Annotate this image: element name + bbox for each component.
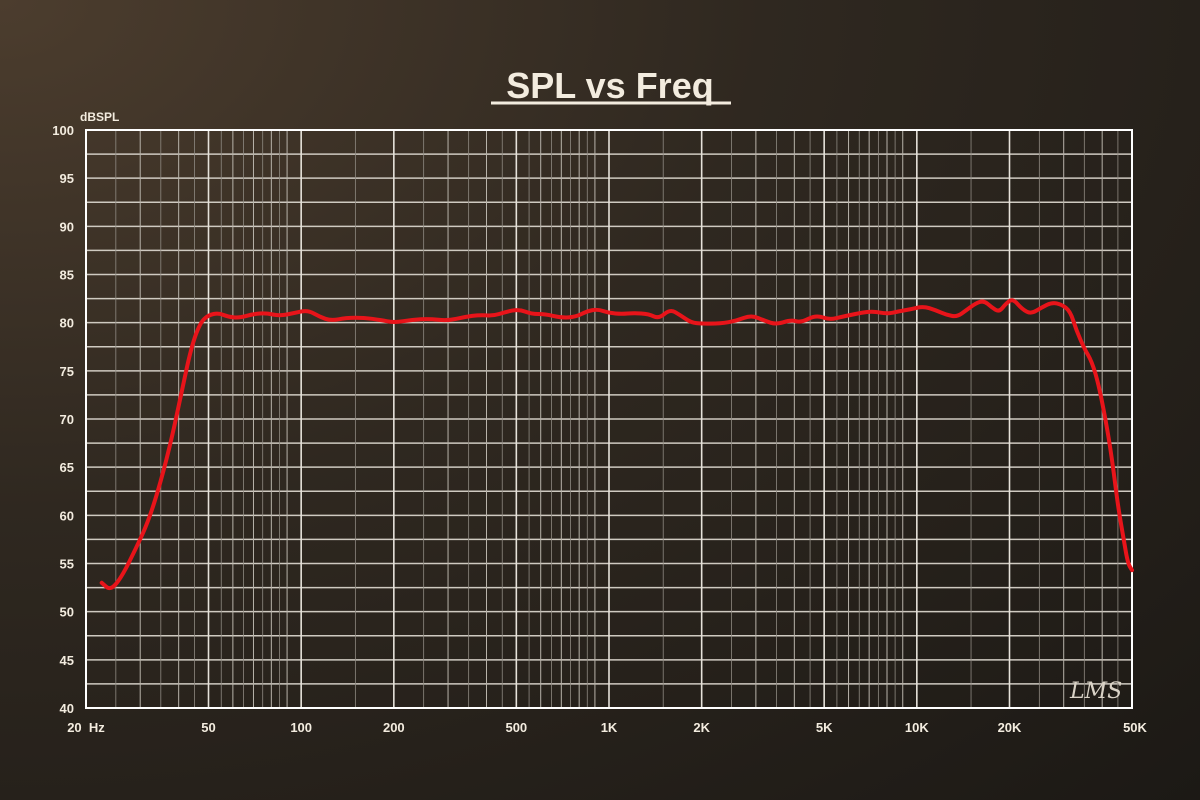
- y-tick-label: 75: [60, 364, 74, 379]
- plot-frame: [85, 129, 1133, 709]
- x-tick-label: 50: [201, 720, 215, 735]
- y-tick-label: 40: [60, 701, 74, 716]
- y-tick-label: 85: [60, 268, 74, 283]
- x-tick-label: 50K: [1123, 720, 1147, 735]
- y-tick-label: 45: [60, 653, 74, 668]
- x-tick-label: 200: [383, 720, 405, 735]
- spl-response-line: [99, 298, 1134, 591]
- x-tick-label: 20 Hz: [67, 720, 105, 735]
- x-tick-label: 10K: [905, 720, 929, 735]
- chart-title: SPL vs Freq: [506, 65, 713, 106]
- x-tick-label: 20K: [998, 720, 1022, 735]
- y-tick-label: 70: [60, 412, 74, 427]
- x-tick-label: 500: [505, 720, 527, 735]
- grid: [85, 129, 1133, 709]
- y-tick-label: 80: [60, 316, 74, 331]
- x-tick-label: 1K: [601, 720, 618, 735]
- x-tick-label: 2K: [693, 720, 710, 735]
- x-tick-label: 100: [290, 720, 312, 735]
- y-tick-labels: 100 95 90 85 80 75 70 65 60 55 50 45 40: [52, 123, 74, 716]
- x-tick-labels: 20 Hz 50 100 200 500 1K 2K 5K 10K 20K 50K: [67, 720, 1147, 735]
- y-tick-label: 100: [52, 123, 74, 138]
- y-tick-label: 50: [60, 605, 74, 620]
- y-tick-label: 65: [60, 460, 74, 475]
- y-tick-label: 95: [60, 171, 74, 186]
- y-tick-label: 60: [60, 508, 74, 523]
- series-layer: [99, 298, 1134, 591]
- lms-logo-watermark: LMS: [1069, 679, 1122, 704]
- y-tick-label: 55: [60, 557, 74, 572]
- y-tick-label: 90: [60, 219, 74, 234]
- y-axis-unit-label: dBSPL: [80, 110, 119, 124]
- x-tick-label: 5K: [816, 720, 833, 735]
